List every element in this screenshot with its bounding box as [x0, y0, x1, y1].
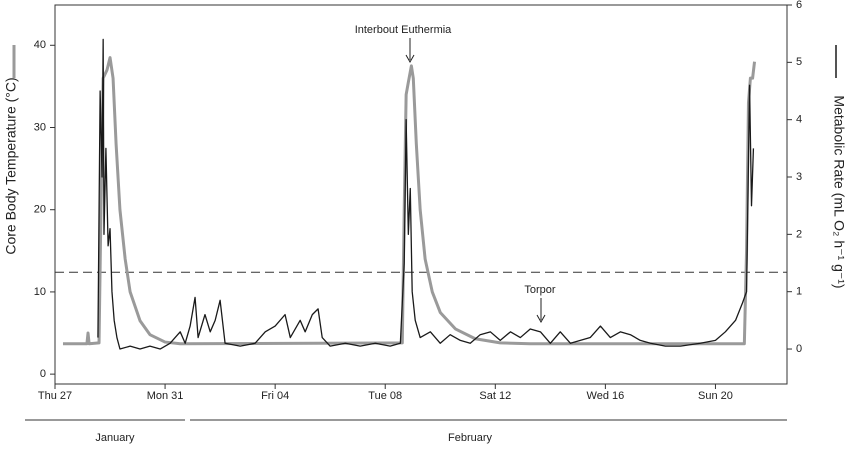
annotation: Torpor	[524, 284, 556, 296]
y-tick-label: 20	[34, 204, 46, 216]
y-tick-label: 30	[34, 121, 46, 133]
x-tick-label: Wed 16	[587, 390, 625, 402]
annotation: Interbout Euthermia	[355, 24, 452, 36]
x-tick-label: Mon 31	[147, 390, 184, 402]
data-line	[97, 38, 755, 350]
y2-tick-label: 1	[796, 286, 802, 298]
y2-axis-label: Metabolic Rate (mL O₂ h⁻¹ g⁻¹)	[831, 95, 847, 288]
y-axis-label: Core Body Temperature (°C)	[3, 77, 19, 254]
month-label: January	[95, 432, 135, 444]
x-tick-label: Thu 27	[38, 390, 72, 402]
y2-tick-label: 4	[796, 114, 802, 126]
y2-tick-label: 3	[796, 171, 802, 183]
y-tick-label: 10	[34, 286, 46, 298]
x-tick-label: Fri 04	[261, 390, 289, 402]
y-tick-label: 0	[40, 368, 46, 380]
x-tick-label: Sat 12	[479, 390, 511, 402]
month-label: February	[448, 432, 493, 444]
x-tick-label: Sun 20	[698, 390, 733, 402]
y2-tick-label: 6	[796, 0, 802, 11]
y2-tick-label: 2	[796, 228, 802, 240]
x-tick-label: Tue 08	[368, 390, 402, 402]
plot-frame	[54, 4, 788, 385]
annotation-arrow	[405, 54, 415, 64]
y2-tick-label: 5	[796, 56, 802, 68]
y2-tick-label: 0	[796, 343, 802, 355]
annotation-arrow	[536, 314, 546, 324]
data-line	[62, 56, 757, 346]
y-tick-label: 40	[34, 39, 46, 51]
